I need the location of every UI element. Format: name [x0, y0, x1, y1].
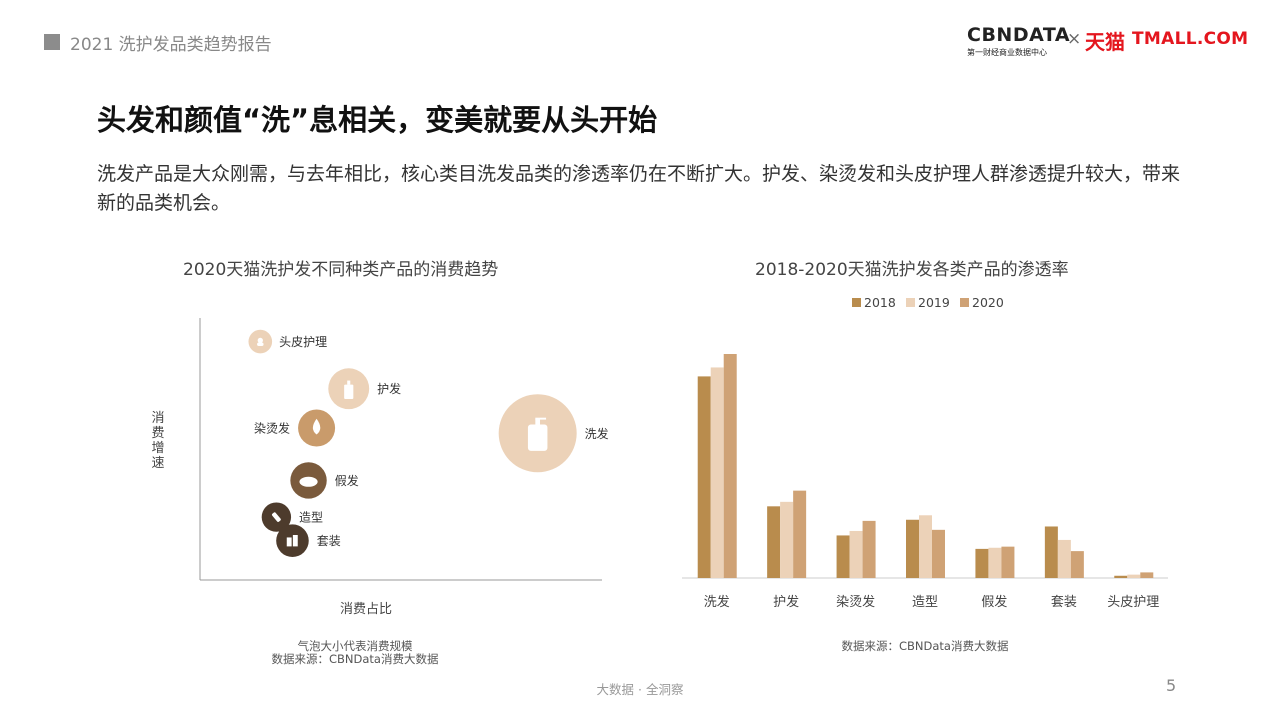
cbndata-logo-subtitle: 第一财经商业数据中心 — [967, 48, 1047, 57]
legend-swatch-2019 — [906, 298, 915, 307]
bubble-point-1: 护发 — [328, 368, 401, 410]
bar-2018-3 — [906, 519, 919, 578]
page-headline: 头发和颜值“洗”息相关，变美就要从头开始 — [97, 103, 658, 137]
bubble-point-0: 头皮护理 — [248, 329, 327, 354]
bubble-label: 染烫发 — [254, 421, 290, 436]
bubble-chart-title: 2020天猫洗护发不同种类产品的消费趋势 — [183, 260, 499, 280]
intro-paragraph: 洗发产品是大众刚需，与去年相比，核心类目洗发品类的渗透率仍在不断扩大。护发、染烫… — [97, 163, 1181, 214]
bubble-label: 头皮护理 — [279, 335, 327, 349]
bubble-point-4: 假发 — [290, 462, 359, 499]
bar-2019-1 — [780, 501, 794, 578]
bar-2019-0 — [710, 367, 724, 578]
legend-label-2018: 2018 — [864, 295, 896, 310]
bar-category-label: 染烫发 — [836, 594, 875, 610]
bar-2020-5 — [1070, 551, 1084, 578]
bar-2018-0 — [697, 376, 711, 578]
bubble-size-note: 气泡大小代表消费规模 — [297, 639, 413, 653]
legend-swatch-2020 — [960, 298, 969, 307]
bar-2020-4 — [1001, 546, 1015, 578]
footer-slogan: 大数据 · 全洞察 — [596, 682, 684, 697]
legend-swatch-2018 — [852, 298, 861, 307]
bar-2019-2 — [849, 530, 863, 578]
bubble-point-3: 洗发 — [498, 394, 609, 473]
bubble-label: 洗发 — [585, 426, 609, 441]
bar-2020-0 — [723, 354, 737, 578]
styling-spray-icon — [271, 512, 281, 522]
set-bottles-icon — [286, 535, 298, 547]
bubble-label: 造型 — [299, 511, 323, 525]
bar-2018-6 — [1114, 575, 1128, 578]
scalp-care-icon — [257, 337, 264, 347]
bar-category-label: 假发 — [981, 594, 1007, 610]
legend-label-2019: 2019 — [918, 295, 950, 310]
legend-label-2020: 2020 — [972, 295, 1004, 310]
tmall-logo-en: TMALL.COM — [1132, 29, 1249, 49]
bubble — [276, 524, 309, 557]
dye-drop-icon — [312, 418, 321, 435]
bar-category-label: 造型 — [912, 595, 938, 610]
bar-category-label: 洗发 — [704, 594, 730, 610]
wig-icon — [299, 476, 318, 487]
bar-category-label: 套装 — [1051, 594, 1077, 610]
conditioner-bottle-icon — [344, 380, 354, 399]
bar-2018-4 — [975, 548, 989, 578]
bar-2018-1 — [767, 506, 781, 578]
bubble-label: 套装 — [317, 534, 341, 548]
header-square-icon — [44, 34, 60, 50]
bubble-point-6: 套装 — [276, 524, 341, 557]
bar-2018-2 — [836, 535, 850, 578]
bubble-label: 护发 — [377, 381, 401, 396]
bubble-source-note: 数据来源：CBNData消费大数据 — [271, 652, 439, 666]
brand-separator: × — [1067, 29, 1082, 49]
bar-source-note: 数据来源：CBNData消费大数据 — [841, 639, 1009, 653]
tmall-logo-cn: 天猫 — [1085, 30, 1125, 54]
report-title: 2021 洗护发品类趋势报告 — [70, 35, 272, 55]
bar-2019-3 — [919, 515, 932, 578]
bubble-point-5: 造型 — [261, 502, 323, 532]
page-number: 5 — [1166, 676, 1177, 695]
bar-2019-6 — [1127, 574, 1141, 578]
bar-2019-5 — [1057, 539, 1071, 578]
shampoo-pump-icon — [527, 417, 548, 451]
bar-category-label: 护发 — [773, 594, 799, 610]
bar-category-label: 头皮护理 — [1107, 595, 1159, 610]
bubble-x-axis-label: 消费占比 — [340, 602, 392, 617]
bar-2020-6 — [1140, 572, 1154, 578]
cbndata-logo: CBNDATA — [967, 24, 1071, 46]
bubble-y-axis-label: 消费增速 — [151, 411, 164, 471]
bar-2020-1 — [793, 490, 807, 578]
bar-2020-2 — [862, 520, 876, 578]
bar-chart-title: 2018-2020天猫洗护发各类产品的渗透率 — [755, 260, 1069, 280]
bubble-point-2: 染烫发 — [254, 409, 336, 447]
bar-2018-5 — [1044, 526, 1058, 578]
bar-2020-3 — [932, 529, 945, 578]
bubble-label: 假发 — [335, 473, 359, 488]
bar-2019-4 — [988, 547, 1002, 578]
